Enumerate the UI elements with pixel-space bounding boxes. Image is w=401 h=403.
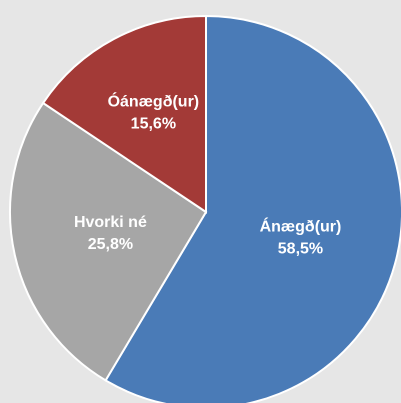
pie-slice <box>104 14 401 403</box>
data-label-value: 25,8% <box>88 236 133 253</box>
pie-slice <box>41 14 207 214</box>
data-label-name: Hvorki né <box>74 214 147 231</box>
pie-slice <box>9 101 208 382</box>
data-label-value: 58,5% <box>278 240 323 257</box>
data-label-value: 15,6% <box>131 116 176 133</box>
data-label-name: Óánægð(ur) <box>108 92 200 111</box>
data-label-name: Ánægð(ur) <box>260 216 342 235</box>
